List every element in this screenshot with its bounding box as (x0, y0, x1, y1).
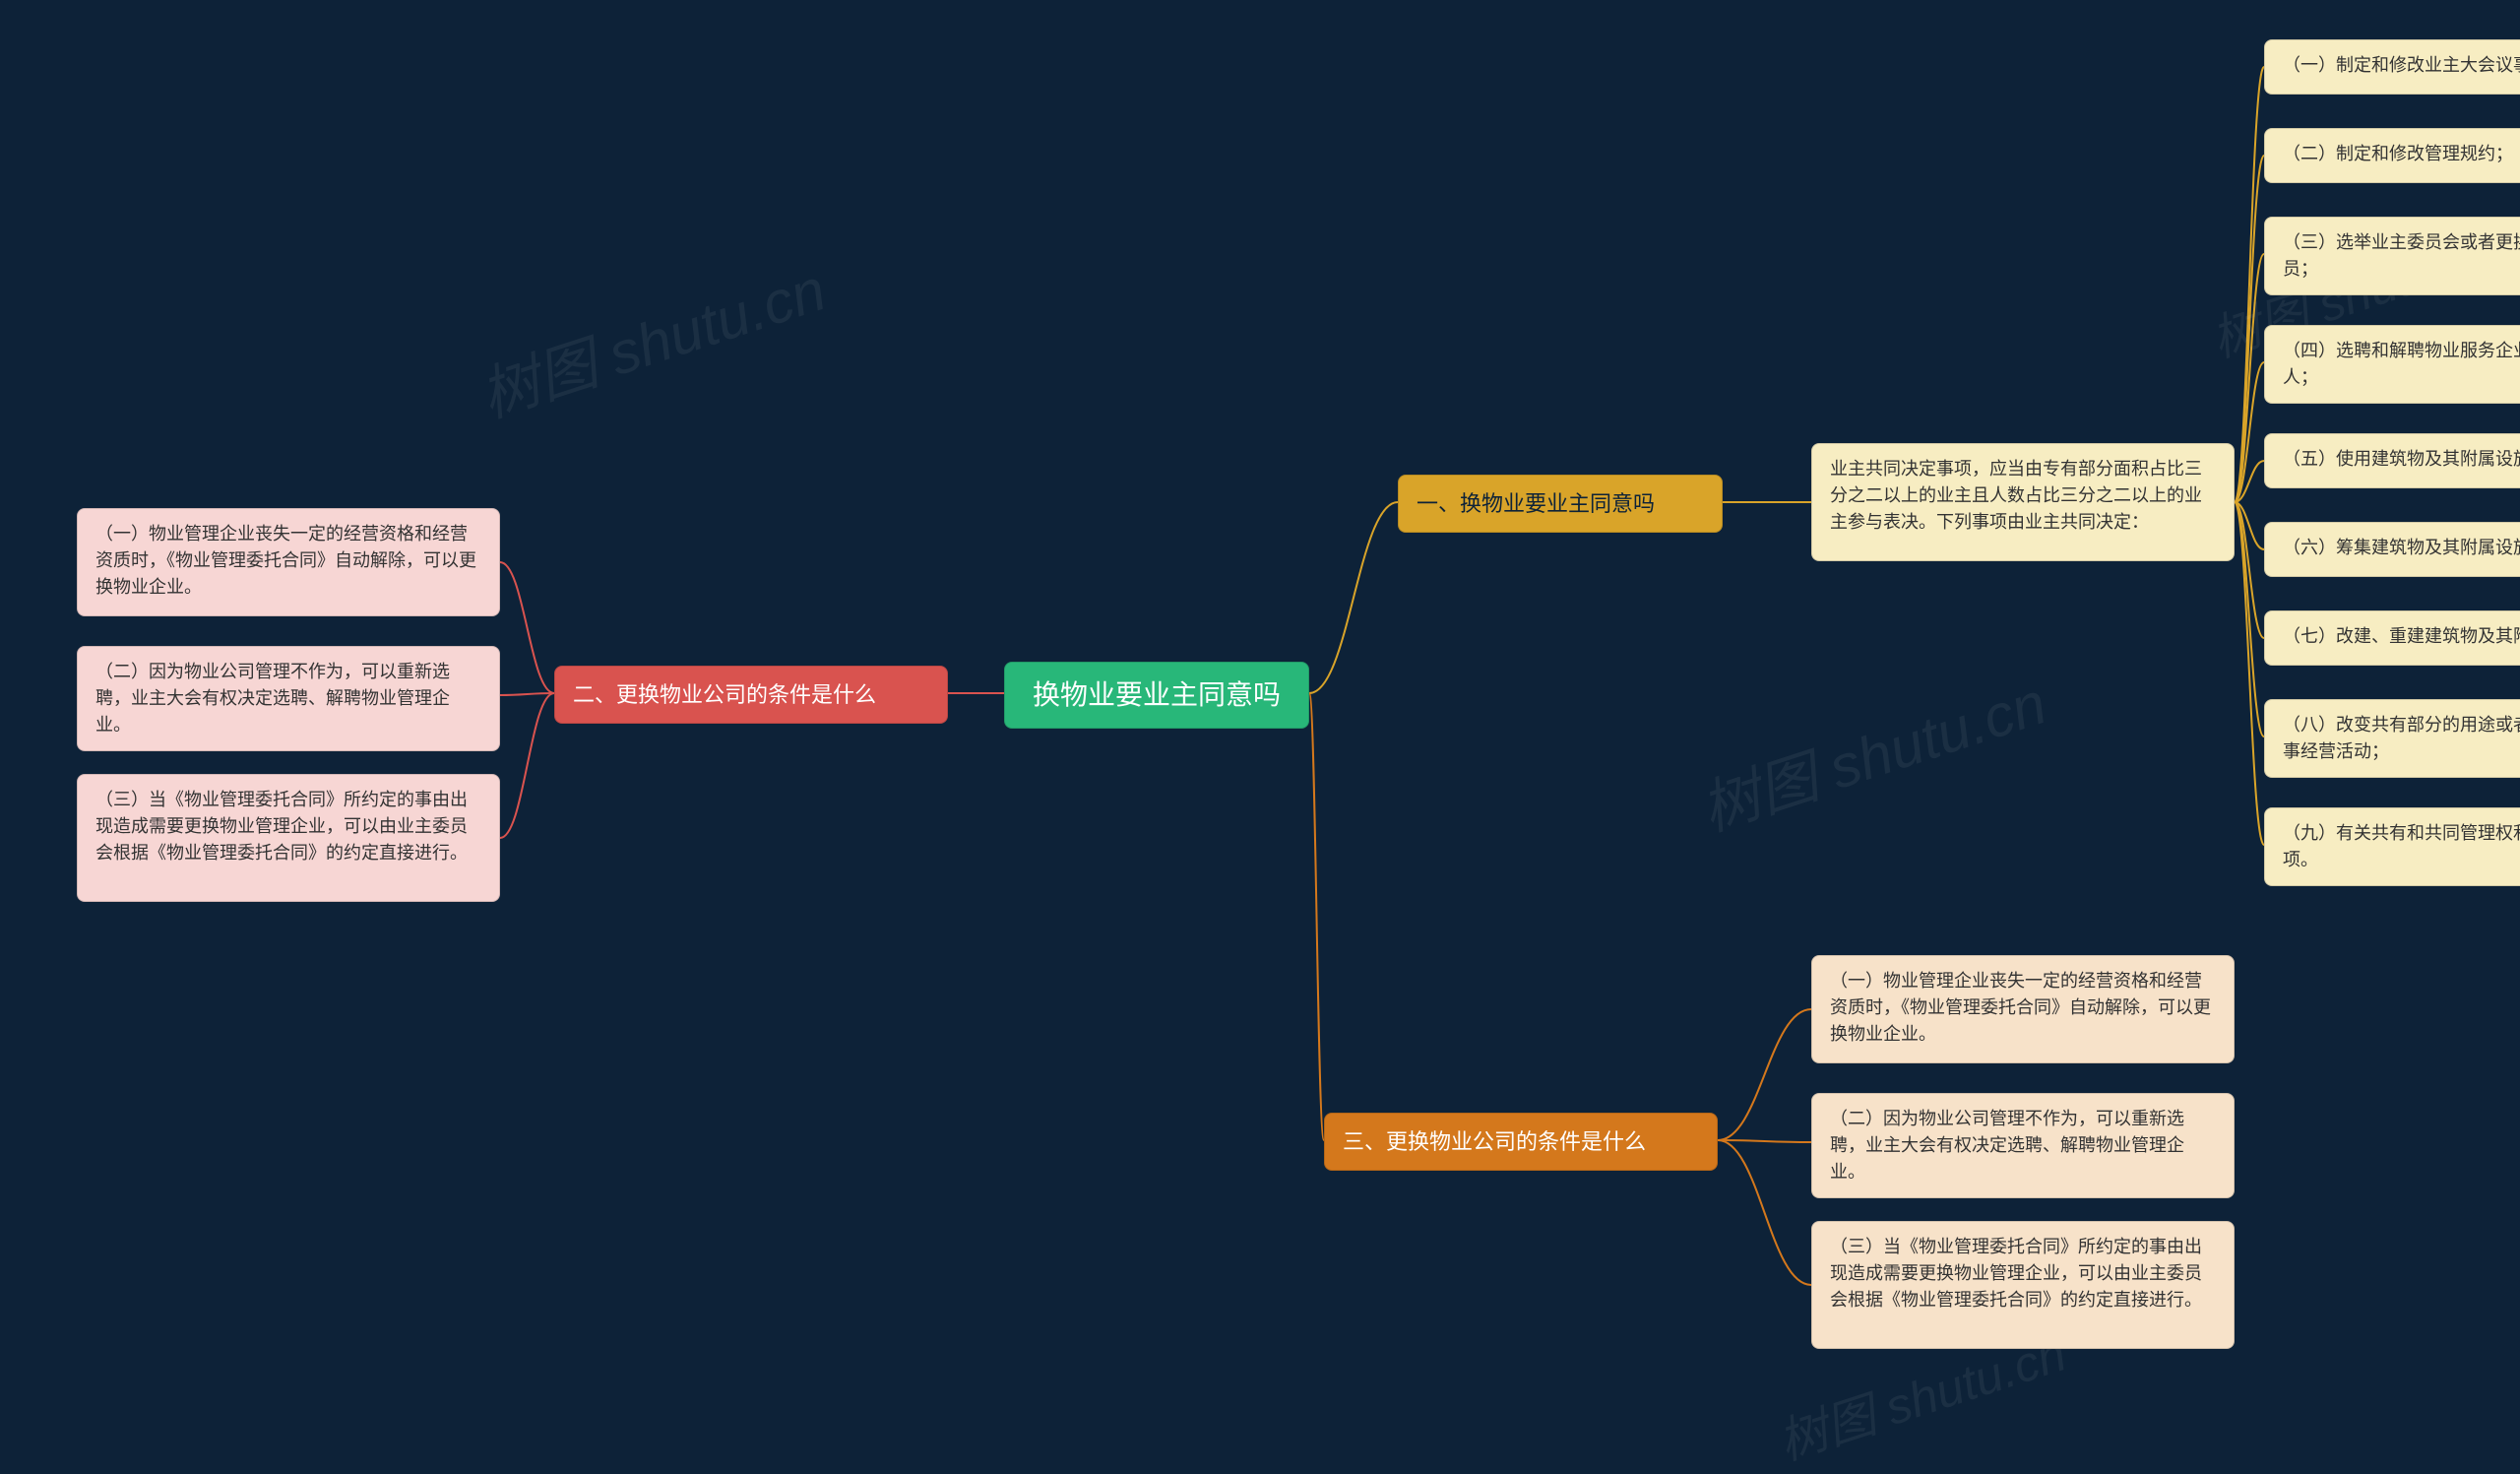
node-label: （九）有关共有和共同管理权利的其他重大事项。 (2283, 823, 2520, 869)
branch-3-node[interactable]: 三、更换物业公司的条件是什么 (1324, 1113, 1718, 1171)
node-label: （五）使用建筑物及其附属设施的维修资金； (2283, 449, 2520, 469)
branch-3-item-1[interactable]: （一）物业管理企业丧失一定的经营资格和经营资质时，《物业管理委托合同》自动解除，… (1811, 955, 2235, 1063)
branch-1-detail-node[interactable]: 业主共同决定事项，应当由专有部分面积占比三分之二以上的业主且人数占比三分之二以上… (1811, 443, 2235, 561)
branch-2-item-2[interactable]: （二）因为物业公司管理不作为，可以重新选聘，业主大会有权决定选聘、解聘物业管理企… (77, 646, 500, 751)
branch-1-node[interactable]: 一、换物业要业主同意吗 (1398, 475, 1723, 533)
node-label: （三）选举业主委员会或者更换业主委员会成员； (2283, 232, 2520, 279)
branch-1-item-8[interactable]: （八）改变共有部分的用途或者利用共有部分从事经营活动； (2264, 699, 2520, 778)
node-label: 业主共同决定事项，应当由专有部分面积占比三分之二以上的业主且人数占比三分之二以上… (1830, 459, 2202, 532)
node-label: 二、更换物业公司的条件是什么 (573, 682, 876, 707)
branch-2-item-1[interactable]: （一）物业管理企业丧失一定的经营资格和经营资质时，《物业管理委托合同》自动解除，… (77, 508, 500, 616)
node-label: （三）当《物业管理委托合同》所约定的事由出现造成需要更换物业管理企业，可以由业主… (95, 790, 468, 863)
branch-1-item-2[interactable]: （二）制定和修改管理规约； (2264, 128, 2520, 183)
branch-1-item-7[interactable]: （七）改建、重建建筑物及其附属设施； (2264, 610, 2520, 666)
node-label: （一）制定和修改业主大会议事规则； (2283, 55, 2520, 75)
node-label: 换物业要业主同意吗 (1033, 674, 1281, 716)
node-label: （一）物业管理企业丧失一定的经营资格和经营资质时，《物业管理委托合同》自动解除，… (95, 524, 476, 597)
node-label: （八）改变共有部分的用途或者利用共有部分从事经营活动； (2283, 715, 2520, 761)
watermark: 树图 shutu.cn (468, 242, 835, 434)
branch-2-item-3[interactable]: （三）当《物业管理委托合同》所约定的事由出现造成需要更换物业管理企业，可以由业主… (77, 774, 500, 902)
node-label: （二）因为物业公司管理不作为，可以重新选聘，业主大会有权决定选聘、解聘物业管理企… (1830, 1109, 2184, 1182)
node-label: （一）物业管理企业丧失一定的经营资格和经营资质时，《物业管理委托合同》自动解除，… (1830, 971, 2211, 1044)
branch-1-item-3[interactable]: （三）选举业主委员会或者更换业主委员会成员； (2264, 217, 2520, 295)
branch-1-item-9[interactable]: （九）有关共有和共同管理权利的其他重大事项。 (2264, 807, 2520, 886)
branch-2-node[interactable]: 二、更换物业公司的条件是什么 (554, 666, 948, 724)
node-label: （六）筹集建筑物及其附属设施的维修资金； (2283, 538, 2520, 557)
branch-3-item-2[interactable]: （二）因为物业公司管理不作为，可以重新选聘，业主大会有权决定选聘、解聘物业管理企… (1811, 1093, 2235, 1198)
node-label: 三、更换物业公司的条件是什么 (1343, 1129, 1646, 1154)
branch-1-item-6[interactable]: （六）筹集建筑物及其附属设施的维修资金； (2264, 522, 2520, 577)
branch-1-item-4[interactable]: （四）选聘和解聘物业服务企业或者其他管理人； (2264, 325, 2520, 404)
branch-1-item-5[interactable]: （五）使用建筑物及其附属设施的维修资金； (2264, 433, 2520, 488)
node-label: （二）制定和修改管理规约； (2283, 144, 2513, 163)
branch-1-item-1[interactable]: （一）制定和修改业主大会议事规则； (2264, 39, 2520, 95)
branch-3-item-3[interactable]: （三）当《物业管理委托合同》所约定的事由出现造成需要更换物业管理企业，可以由业主… (1811, 1221, 2235, 1349)
node-label: （四）选聘和解聘物业服务企业或者其他管理人； (2283, 341, 2520, 387)
watermark: 树图 shutu.cn (1688, 656, 2055, 848)
node-label: （二）因为物业公司管理不作为，可以重新选聘，业主大会有权决定选聘、解聘物业管理企… (95, 662, 450, 735)
node-label: （七）改建、重建建筑物及其附属设施； (2283, 626, 2520, 646)
node-label: 一、换物业要业主同意吗 (1417, 491, 1655, 516)
root-node[interactable]: 换物业要业主同意吗 (1004, 662, 1309, 729)
node-label: （三）当《物业管理委托合同》所约定的事由出现造成需要更换物业管理企业，可以由业主… (1830, 1237, 2202, 1310)
